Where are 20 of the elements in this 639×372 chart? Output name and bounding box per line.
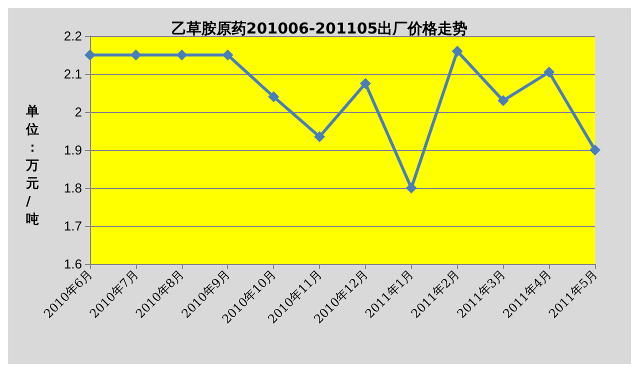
point bbox=[84, 50, 96, 60]
y-tick-label: 1.6 bbox=[64, 256, 82, 272]
y-tick-label: 1.8 bbox=[64, 180, 82, 196]
point bbox=[544, 66, 555, 78]
y-tick-label: 2.1 bbox=[64, 66, 82, 82]
point bbox=[176, 50, 188, 60]
point bbox=[498, 95, 509, 106]
point bbox=[268, 91, 280, 102]
y-tick-label: 1.9 bbox=[64, 142, 82, 158]
point bbox=[222, 50, 234, 60]
point bbox=[590, 144, 600, 156]
chart-title: 乙草胺原药201006-201105出厂价格走势 bbox=[171, 20, 468, 38]
y-tick-label: 2.2 bbox=[64, 28, 82, 44]
y-axis-title: 单位：万元/吨 bbox=[25, 104, 39, 228]
y-tick-label: 1.7 bbox=[64, 218, 82, 234]
point bbox=[452, 46, 463, 57]
point bbox=[314, 131, 326, 142]
y-tick-label: 2 bbox=[74, 104, 82, 120]
point bbox=[360, 78, 371, 89]
point bbox=[406, 182, 417, 194]
